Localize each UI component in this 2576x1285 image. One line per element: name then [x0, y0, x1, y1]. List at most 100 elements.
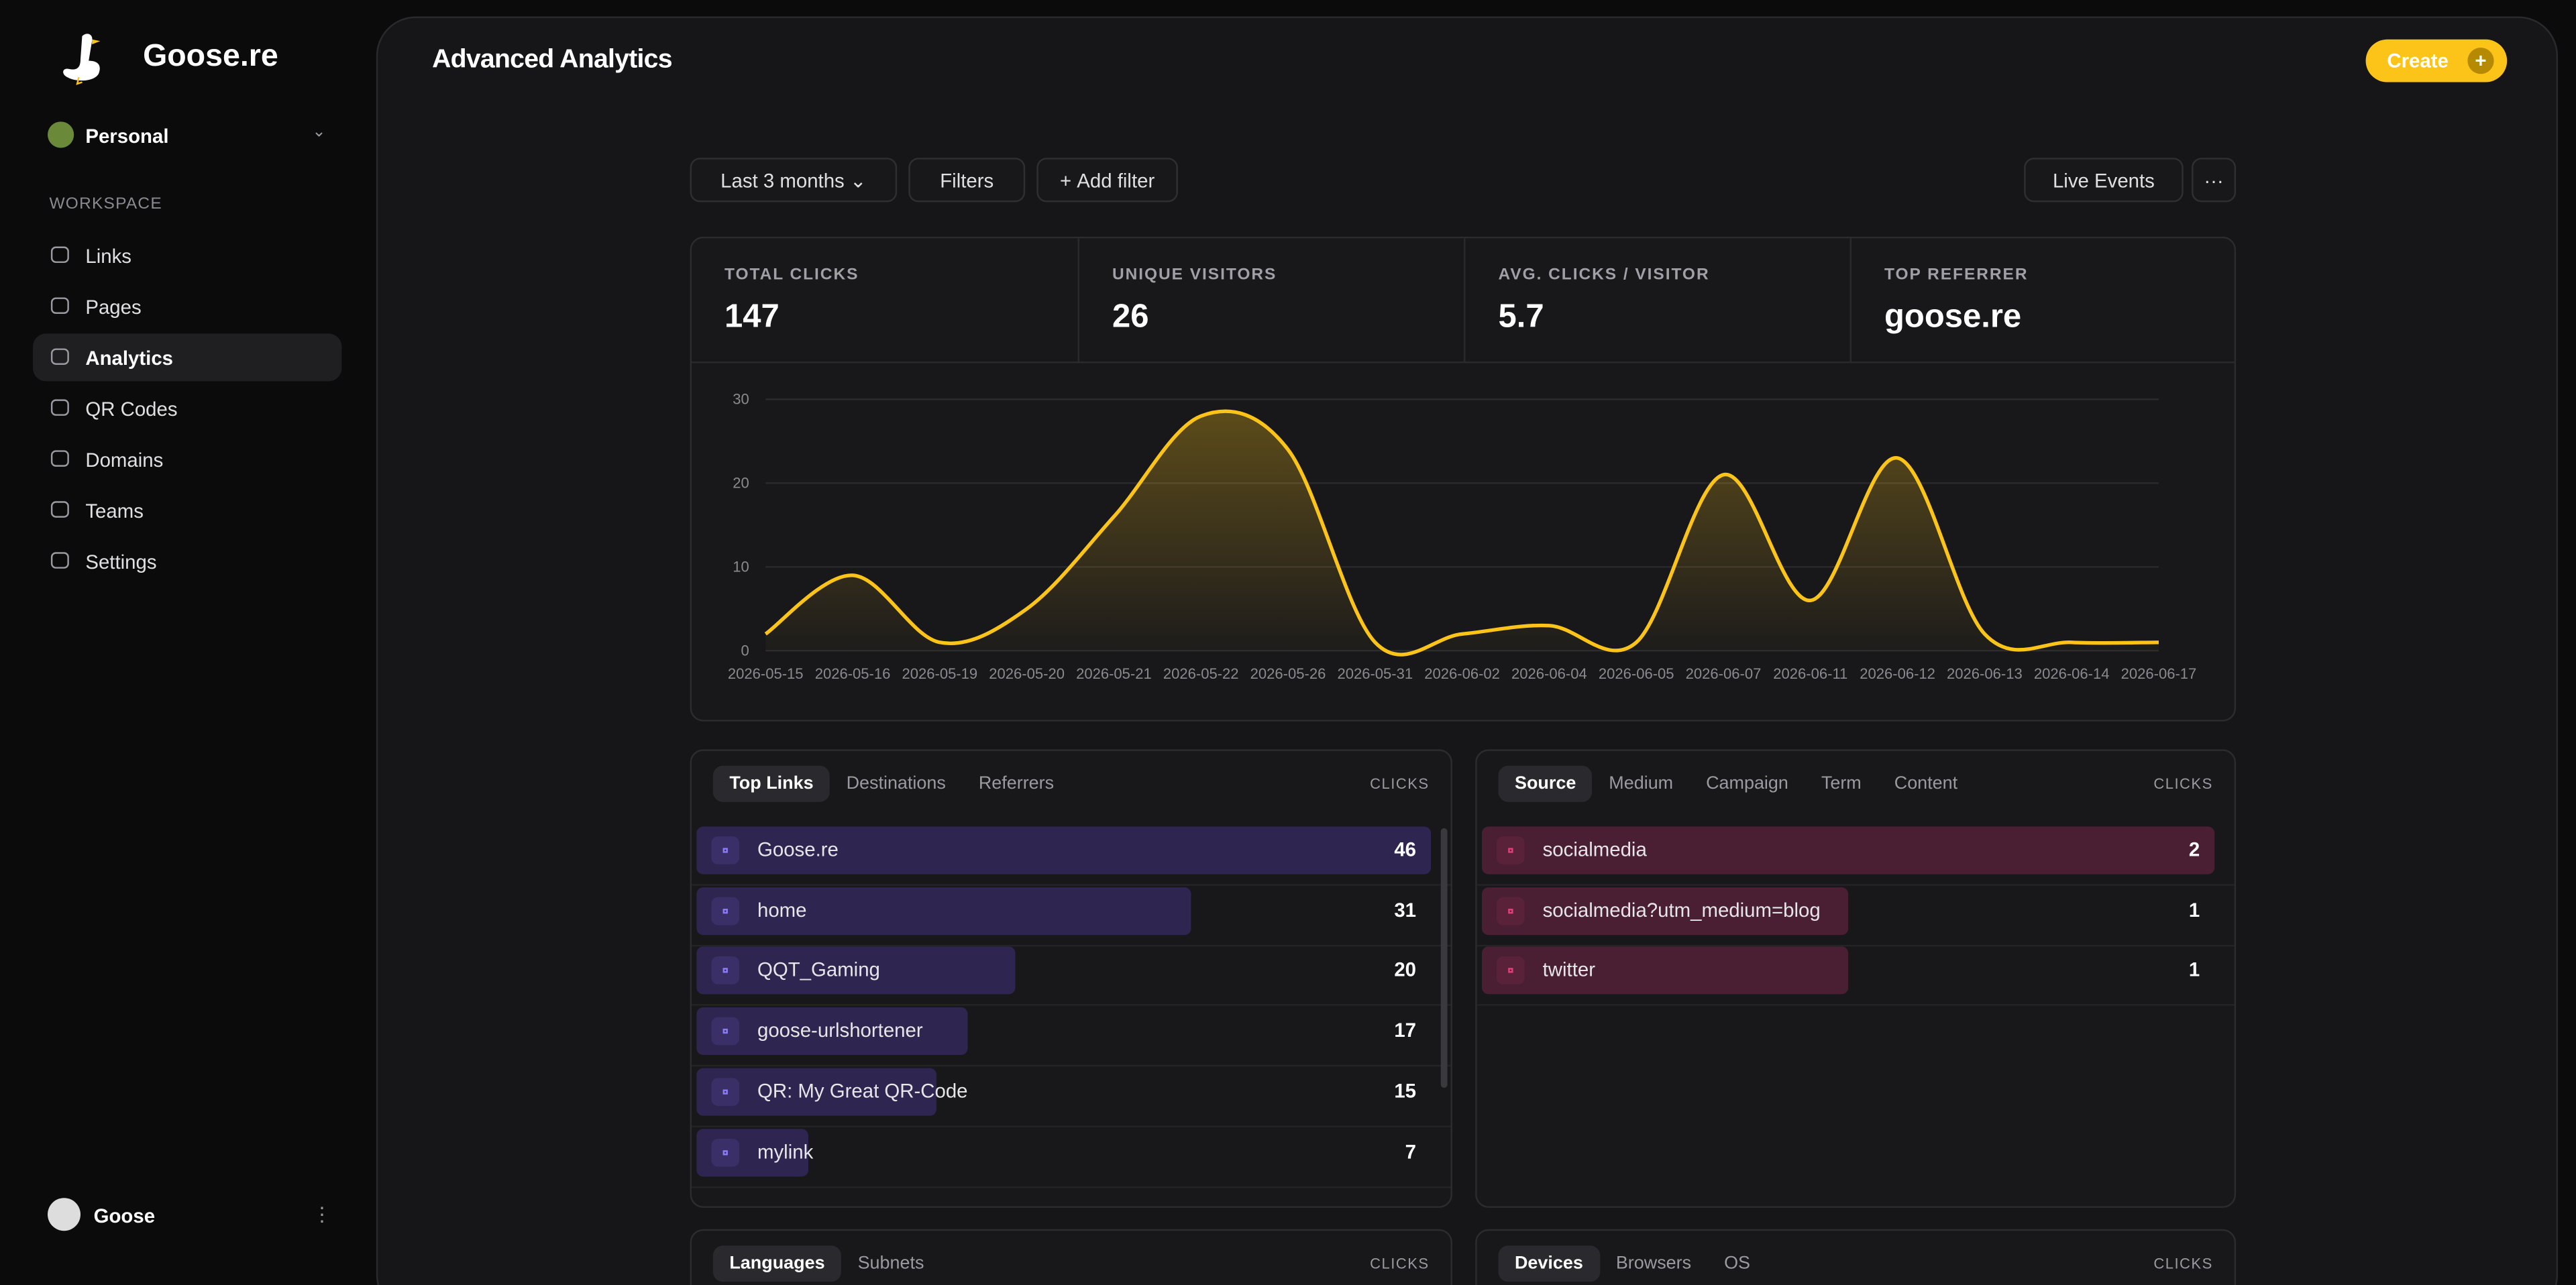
row-icon — [711, 1137, 740, 1166]
metric-label: CLICKS — [2153, 775, 2213, 792]
tab[interactable]: Referrers — [978, 774, 1055, 794]
stat-label: UNIQUE VISITORS — [1112, 266, 1277, 284]
user-avatar — [48, 1198, 81, 1231]
date-range[interactable]: Last 3 months ⌄ — [690, 158, 898, 203]
area — [765, 411, 2159, 655]
x-tick-label: 2026-06-12 — [1860, 665, 1935, 682]
row-icon — [1497, 956, 1525, 985]
tab[interactable]: Campaign — [1706, 774, 1788, 794]
workspace-switcher[interactable]: Personal — [85, 125, 169, 148]
bar — [696, 1007, 968, 1056]
nav-item[interactable]: Teams — [33, 486, 341, 534]
row-value: 15 — [1394, 1079, 1417, 1103]
x-tick-label: 2026-06-04 — [1511, 665, 1587, 682]
table-row[interactable]: Goose.re 46 — [692, 825, 1451, 886]
y-tick-label: 20 — [733, 475, 749, 492]
live-events[interactable]: Live Events — [2024, 158, 2184, 203]
bar — [1481, 887, 1849, 935]
row-icon — [711, 897, 740, 925]
nav-item[interactable]: Links — [33, 231, 341, 279]
main: Advanced Analytics Create + Last 3 month… — [376, 16, 2559, 1285]
nav-icon — [50, 450, 69, 467]
plus-icon: + — [2467, 48, 2494, 74]
metric-label: CLICKS — [1370, 1255, 1430, 1272]
nav-item[interactable]: Domains — [33, 435, 341, 483]
row-label: Goose.re — [757, 838, 839, 861]
row-icon — [1497, 836, 1525, 864]
tab[interactable]: Source — [1498, 765, 1593, 802]
table-row[interactable]: home 31 — [692, 885, 1451, 946]
create-button[interactable]: Create + — [2365, 39, 2508, 82]
row-icon — [711, 836, 740, 864]
nav-label: Analytics — [85, 345, 174, 370]
x-tick-label: 2026-06-11 — [1773, 665, 1847, 682]
nav-label: Pages — [85, 294, 142, 319]
stat-label: TOTAL CLICKS — [724, 266, 859, 284]
row-icon — [711, 1077, 740, 1106]
x-tick-label: 2026-05-20 — [989, 665, 1065, 682]
stat-label: TOP REFERRER — [1884, 266, 2029, 284]
table-row[interactable]: goose-urlshortener 17 — [692, 1006, 1451, 1067]
y-tick-label: 0 — [741, 642, 749, 659]
row-icon — [711, 1017, 740, 1046]
workspace-avatar — [48, 121, 74, 148]
tab[interactable]: Term — [1821, 774, 1862, 794]
user-menu[interactable]: ⋮ — [312, 1203, 332, 1226]
nav-item[interactable]: Analytics — [32, 333, 342, 382]
row-label: socialmedia?utm_medium=blog — [1542, 898, 1821, 921]
tab[interactable]: Devices — [1498, 1245, 1600, 1282]
y-tick-label: 10 — [733, 559, 749, 575]
add-filter[interactable]: + Add filter — [1036, 158, 1178, 203]
stat-value: goose.re — [1884, 298, 2022, 335]
nav-label: Domains — [85, 447, 164, 471]
bar — [696, 826, 1432, 875]
tab[interactable]: Subnets — [857, 1253, 924, 1274]
tab[interactable]: OS — [1724, 1253, 1751, 1274]
bar — [1481, 826, 2215, 875]
x-tick-label: 2026-05-19 — [902, 665, 977, 682]
tab[interactable]: Content — [1894, 774, 1958, 794]
tabs: Top Links Destinations Referrers — [712, 765, 1071, 802]
x-tick-label: 2026-05-16 — [815, 665, 891, 682]
stat: UNIQUE VISITORS 26 — [1077, 238, 1464, 364]
tab[interactable]: Medium — [1609, 774, 1674, 794]
row-label: mylink — [757, 1139, 814, 1163]
tab[interactable]: Browsers — [1615, 1253, 1692, 1274]
x-tick-label: 2026-06-13 — [1947, 665, 2023, 682]
tab[interactable]: Destinations — [846, 774, 946, 794]
tab[interactable]: Languages — [712, 1245, 842, 1282]
nav-label: QR Codes — [85, 396, 178, 421]
x-tick-label: 2026-05-15 — [728, 665, 804, 682]
filters-label: Filters — [940, 168, 994, 192]
x-tick-label: 2026-05-21 — [1076, 665, 1152, 682]
table-row[interactable]: QQT_Gaming 20 — [692, 946, 1451, 1007]
date-range-label: Last 3 months — [720, 168, 845, 192]
nav-item[interactable]: Settings — [33, 537, 341, 585]
x-tick-label: 2026-05-22 — [1163, 665, 1239, 682]
x-tick-label: 2026-06-07 — [1686, 665, 1762, 682]
table-row[interactable]: socialmedia?utm_medium=blog 1 — [1477, 885, 2235, 946]
row-label: QR: My Great QR-Code — [757, 1079, 968, 1103]
x-tick-label: 2026-05-31 — [1337, 665, 1413, 682]
stats-card: TOTAL CLICKS 147 UNIQUE VISITORS 26 AVG. CLI… — [690, 236, 2237, 722]
table-row[interactable]: mylink 7 — [692, 1127, 1451, 1188]
row-label: home — [757, 898, 807, 921]
table-row[interactable]: QR: My Great QR-Code 15 — [692, 1066, 1451, 1127]
stat-value: 5.7 — [1498, 298, 1544, 335]
row-value: 2 — [2188, 838, 2200, 861]
table-row[interactable]: socialmedia 2 — [1477, 825, 2235, 886]
page-title: Advanced Analytics — [432, 46, 672, 74]
stat: AVG. CLICKS / VISITOR 5.7 — [1464, 238, 1850, 364]
nav-item[interactable]: Pages — [33, 282, 341, 330]
table-row[interactable]: twitter 1 — [1477, 946, 2235, 1007]
metric-label: CLICKS — [2153, 1255, 2213, 1272]
stat: TOTAL CLICKS 147 — [692, 238, 1078, 364]
bar — [696, 887, 1192, 935]
more-button[interactable]: ··· — [2191, 158, 2237, 203]
user-name[interactable]: Goose — [93, 1204, 156, 1228]
nav-item[interactable]: QR Codes — [33, 384, 341, 432]
filters[interactable]: Filters — [908, 158, 1026, 203]
tab[interactable]: Top Links — [712, 765, 830, 802]
bar — [1481, 947, 1849, 995]
